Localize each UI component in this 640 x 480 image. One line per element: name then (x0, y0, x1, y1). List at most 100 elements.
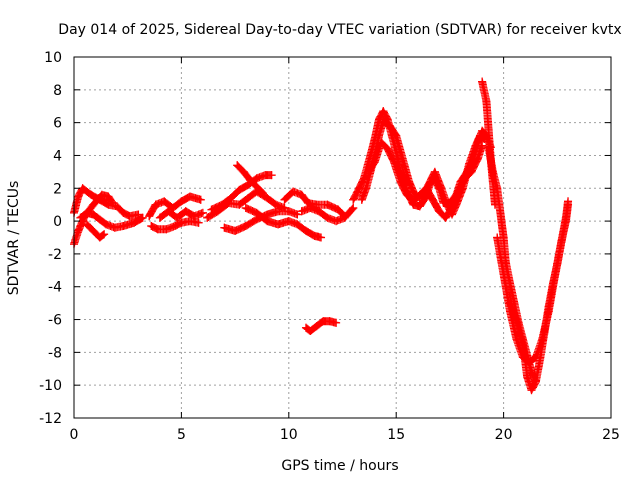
data-point (518, 340, 527, 349)
data-point (297, 207, 306, 216)
data-point (448, 203, 457, 212)
y-tick-label: 4 (53, 148, 62, 164)
data-point (475, 131, 484, 140)
data-point (190, 212, 199, 221)
data-point (306, 327, 315, 336)
data-point (467, 167, 476, 176)
series-track-r (364, 138, 487, 222)
series-track-g (155, 207, 207, 222)
data-point (207, 205, 216, 214)
data-point (437, 184, 446, 193)
series-track-l (241, 203, 326, 242)
data-point (375, 131, 384, 140)
data-point (304, 199, 313, 208)
data-point (252, 208, 261, 217)
y-tick-label: 6 (53, 116, 62, 132)
data-point (267, 171, 276, 180)
data-point (512, 315, 521, 324)
data-point (362, 184, 371, 193)
data-point (506, 299, 515, 308)
data-point (119, 208, 128, 217)
data-point (76, 213, 85, 222)
data-point (484, 143, 493, 152)
data-point (478, 141, 487, 150)
data-point (390, 158, 399, 167)
series-track-c (76, 208, 147, 232)
data-point (181, 207, 190, 216)
data-point (89, 210, 98, 219)
data-points (70, 77, 573, 395)
y-tick-label: -6 (48, 313, 62, 329)
data-point (478, 77, 487, 86)
data-point (119, 222, 128, 231)
data-point (110, 223, 119, 232)
data-point (454, 187, 463, 196)
x-axis-label: GPS time / hours (281, 458, 398, 474)
data-point (415, 190, 424, 199)
data-point (493, 233, 502, 242)
x-tick-label: 0 (70, 427, 79, 443)
data-point (263, 217, 272, 226)
x-tick-label: 15 (387, 427, 405, 443)
y-tick-label: 2 (53, 181, 62, 197)
data-point (263, 194, 272, 203)
data-point (564, 200, 573, 209)
data-point (379, 116, 388, 125)
y-tick-label: -4 (48, 280, 62, 296)
data-point (405, 177, 414, 186)
data-point (241, 222, 250, 231)
y-tick-label: 0 (53, 214, 62, 230)
data-point (396, 177, 405, 186)
y-tick-label: -10 (39, 378, 62, 394)
data-point (332, 318, 341, 327)
data-point (203, 213, 212, 222)
data-point (87, 190, 96, 199)
data-point (125, 212, 134, 221)
data-point (332, 217, 341, 226)
data-point (435, 207, 444, 216)
data-point (226, 194, 235, 203)
data-point (138, 213, 147, 222)
data-point (274, 220, 283, 229)
data-point (415, 202, 424, 211)
data-point (536, 354, 545, 363)
y-axis-label: SDTVAR / TECUs (6, 181, 22, 296)
data-point (544, 302, 553, 311)
data-point (527, 386, 536, 395)
series-track-d (82, 220, 109, 242)
data-point (177, 197, 186, 206)
data-point (310, 231, 319, 240)
data-point (340, 213, 349, 222)
data-point (495, 200, 504, 209)
data-point (317, 233, 326, 242)
data-point (162, 225, 171, 234)
series-track-e (145, 192, 205, 221)
x-tick-label: 5 (177, 427, 186, 443)
data-point (398, 154, 407, 163)
data-point (235, 200, 244, 209)
data-point (95, 215, 104, 224)
data-point (323, 213, 332, 222)
data-point (274, 207, 283, 216)
data-point (198, 208, 207, 217)
data-point (151, 200, 160, 209)
data-point (241, 203, 250, 212)
data-point (312, 322, 321, 331)
data-point (177, 218, 186, 227)
data-point (549, 279, 558, 288)
data-point (501, 282, 510, 291)
data-point (482, 97, 491, 106)
x-tick-label: 20 (495, 427, 513, 443)
data-point (82, 208, 91, 217)
data-point (271, 200, 280, 209)
data-point (557, 236, 566, 245)
data-point (392, 131, 401, 140)
data-point (301, 323, 310, 332)
chart-title: Day 014 of 2025, Sidereal Day-to-day VTE… (58, 22, 621, 38)
series-track-j (233, 161, 268, 198)
data-point (284, 217, 293, 226)
data-point (301, 226, 310, 235)
data-point (349, 195, 358, 204)
axis-ticks: 0 5 10 15 20 25 -12 -10 -8 -6 -4 -2 0 2 4 6 8 10 (39, 50, 620, 443)
data-point (289, 187, 298, 196)
